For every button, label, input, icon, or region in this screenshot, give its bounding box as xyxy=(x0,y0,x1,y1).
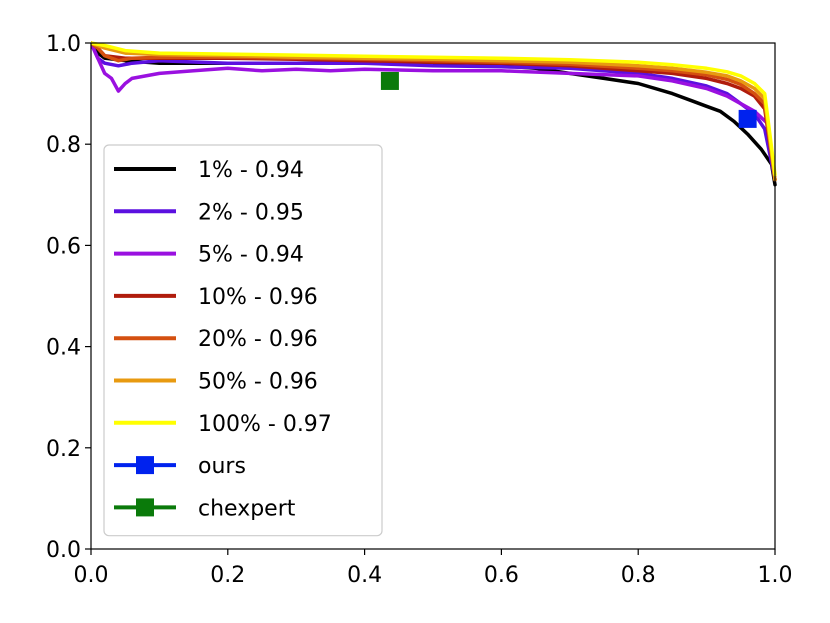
legend-item: 10% - 0.96 xyxy=(114,285,318,310)
y-tick-label: 0.0 xyxy=(46,538,81,563)
legend-label: 1% - 0.94 xyxy=(198,158,304,183)
legend-label: 2% - 0.95 xyxy=(198,200,304,225)
legend-label: 20% - 0.96 xyxy=(198,327,318,352)
series-line-7 xyxy=(91,41,777,177)
marker-layer xyxy=(380,71,757,128)
legend-label: 100% - 0.97 xyxy=(198,412,332,437)
x-tick-label: 0.4 xyxy=(347,563,382,588)
x-axis-ticks: 0.0 0.2 0.4 0.6 0.8 1.0 xyxy=(74,549,793,588)
y-tick-label: 0.4 xyxy=(46,336,81,361)
legend-label: 5% - 0.94 xyxy=(198,243,304,268)
x-tick-label: 0.8 xyxy=(621,563,656,588)
legend-item: chexpert xyxy=(114,496,296,521)
legend-item: 1% - 0.94 xyxy=(114,158,304,183)
legend-item: 5% - 0.94 xyxy=(114,243,304,268)
y-tick-label: 0.2 xyxy=(46,437,81,462)
series-layer xyxy=(91,41,777,187)
legend-marker xyxy=(136,498,154,517)
legend-marker xyxy=(136,456,154,475)
legend-label: 10% - 0.96 xyxy=(198,285,318,310)
marker-ours xyxy=(738,109,757,128)
legend-box xyxy=(103,144,383,537)
x-tick-label: 0.6 xyxy=(484,563,519,588)
x-tick-label: 0.2 xyxy=(210,563,245,588)
legend-label: chexpert xyxy=(198,496,296,521)
y-axis-ticks: 0.0 0.2 0.4 0.6 0.8 1.0 xyxy=(46,32,91,563)
legend-item: 50% - 0.96 xyxy=(114,370,318,395)
y-tick-label: 0.6 xyxy=(46,234,81,259)
legend-label: ours xyxy=(198,454,246,479)
axes-frame xyxy=(90,42,776,550)
legend-label: 50% - 0.96 xyxy=(198,370,318,395)
y-tick-label: 0.8 xyxy=(46,133,81,158)
marker-chexpert xyxy=(380,71,399,90)
legend: 1% - 0.94 2% - 0.95 5% - 0.94 10% - 0.96 20%… xyxy=(103,144,383,537)
x-tick-label: 1.0 xyxy=(758,563,793,588)
legend-item: 100% - 0.97 xyxy=(114,412,332,437)
legend-item: 2% - 0.95 xyxy=(114,200,304,225)
y-tick-label: 1.0 xyxy=(46,32,81,57)
series-line-3 xyxy=(91,41,777,182)
x-tick-label: 0.0 xyxy=(74,563,109,588)
legend-item: ours xyxy=(114,454,246,479)
legend-item: 20% - 0.96 xyxy=(114,327,318,352)
